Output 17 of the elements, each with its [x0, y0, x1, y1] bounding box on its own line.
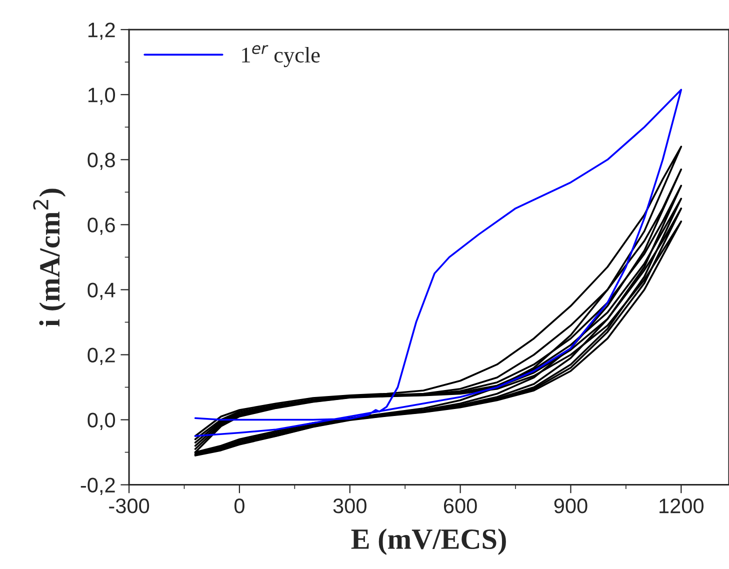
x-tick-label: -300 [109, 498, 150, 514]
y-tick-label: 0,6 [88, 218, 115, 235]
y-axis-title: i (mA/cm$^{2}$) [33, 188, 66, 326]
x-tick-label: 0 [234, 498, 244, 514]
x-tick-label: 900 [554, 498, 588, 514]
y-tick-label: 0,4 [88, 282, 116, 300]
y-tick-label: 1,0 [88, 88, 116, 105]
y-tick-label: 0,8 [88, 152, 115, 170]
x-axis-title: E (mV/ECS) [351, 528, 506, 555]
y-tick-label: -0,2 [80, 478, 115, 496]
legend-label: 1$^{er}$ cycle [242, 45, 320, 68]
x-tick-label: 300 [333, 498, 366, 514]
x-tick-label: 1200 [660, 498, 704, 514]
y-tick-label: 1,2 [88, 22, 115, 40]
x-tick-label: 600 [444, 498, 477, 514]
y-tick-label: 0,0 [88, 412, 116, 430]
y-tick-label: 0,2 [88, 348, 115, 365]
